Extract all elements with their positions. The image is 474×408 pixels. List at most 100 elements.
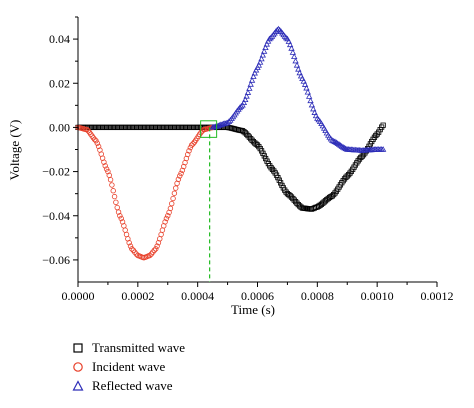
data-point (330, 137, 337, 144)
data-point (114, 204, 120, 211)
data-point (93, 137, 99, 144)
data-point (244, 89, 252, 95)
data-point (293, 61, 301, 68)
legend: Transmitted wave Incident wave Reflected… (72, 338, 185, 395)
y-tick-label: 0.04 (49, 32, 70, 46)
data-point (287, 193, 293, 199)
data-point (94, 140, 100, 146)
data-point (291, 53, 298, 59)
data-point (276, 177, 282, 183)
data-point (291, 197, 297, 203)
y-tick-label: 0.02 (49, 76, 70, 90)
data-point (333, 139, 340, 145)
triangle-marker-icon (72, 379, 84, 391)
data-point (95, 143, 102, 150)
x-tick-label: 0.0006 (241, 289, 274, 303)
data-point (261, 153, 267, 159)
legend-label: Incident wave (92, 358, 166, 374)
data-point (256, 59, 264, 65)
data-point (288, 194, 295, 200)
data-point (300, 78, 307, 84)
data-point (147, 252, 153, 259)
data-point (373, 132, 379, 139)
data-point (329, 137, 336, 143)
data-point (308, 101, 316, 108)
data-point (263, 40, 270, 47)
data-point (249, 137, 255, 143)
data-point (187, 144, 194, 151)
data-point (314, 204, 320, 210)
data-point (305, 93, 313, 99)
data-point (248, 77, 256, 83)
data-point (154, 243, 160, 249)
data-point (269, 166, 276, 172)
data-point (346, 172, 352, 178)
x-tick-label: 0.0010 (361, 289, 394, 303)
data-point (341, 176, 348, 182)
data-point (165, 213, 171, 219)
data-point (331, 138, 339, 145)
legend-item-reflected: Reflected wave (72, 376, 185, 395)
axes: 0.0000 0.0002 0.0004 0.0006 0.0008 0.0010 0.00… (42, 16, 454, 303)
data-point (307, 97, 314, 104)
x-tick-label: 0.0012 (421, 289, 454, 303)
data-point (341, 144, 348, 151)
data-point (311, 109, 318, 115)
series-incident-wave (75, 124, 216, 261)
data-point (262, 44, 269, 51)
x-tick-label: 0.0008 (301, 289, 334, 303)
data-point (109, 182, 115, 188)
circle-marker-icon (73, 361, 83, 372)
data-point (335, 141, 343, 147)
x-tick-label: 0.0000 (62, 289, 95, 303)
data-point (188, 142, 195, 148)
data-point (129, 246, 135, 252)
data-point (371, 134, 378, 140)
data-point (171, 190, 178, 196)
legend-item-transmitted: Transmitted wave (72, 338, 185, 357)
y-axis-title: Voltage (V) (7, 120, 22, 181)
y-tick-label: −0.04 (42, 209, 70, 223)
data-point (292, 199, 299, 205)
data-point (186, 148, 192, 154)
data-point (110, 188, 116, 194)
data-point (242, 130, 248, 136)
data-point (379, 146, 387, 152)
data-point (292, 57, 299, 64)
legend-item-incident: Incident wave (72, 357, 185, 376)
series-layer (75, 25, 387, 261)
data-point (175, 176, 182, 182)
y-tick-label: −0.06 (42, 253, 70, 267)
data-point (127, 243, 134, 249)
data-point (250, 73, 257, 79)
data-point (288, 45, 295, 51)
data-point (267, 34, 274, 41)
data-point (163, 215, 170, 222)
data-point (326, 194, 333, 201)
data-point (173, 185, 179, 191)
data-point (260, 48, 268, 54)
data-point (243, 93, 250, 99)
data-point (343, 174, 349, 180)
data-point (179, 167, 186, 173)
data-point (248, 136, 254, 142)
data-point (244, 131, 250, 137)
data-point (105, 168, 111, 175)
data-point (245, 132, 251, 139)
data-point (246, 134, 252, 140)
data-point (259, 51, 267, 58)
data-point (162, 219, 168, 225)
data-point (285, 38, 292, 44)
data-point (290, 195, 296, 202)
square-marker-icon (73, 342, 83, 353)
data-point (380, 122, 386, 128)
data-point (337, 142, 344, 148)
data-point (242, 96, 249, 103)
data-point (342, 145, 350, 152)
data-point (103, 166, 110, 172)
data-point (240, 99, 248, 106)
legend-label: Reflected wave (92, 377, 173, 393)
chart: 0.0000 0.0002 0.0004 0.0006 0.0008 0.0010 0.00… (7, 16, 454, 317)
data-point (102, 163, 108, 169)
data-point (275, 25, 282, 32)
